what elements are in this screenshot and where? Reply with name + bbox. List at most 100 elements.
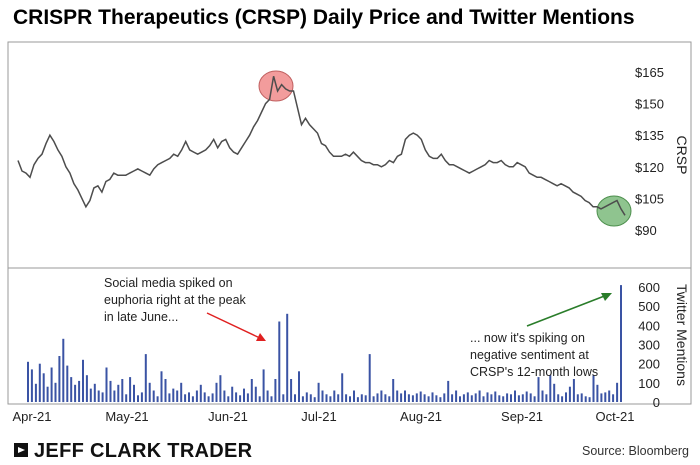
x-axis-tick-label: Jun-21 <box>208 409 248 424</box>
mention-bar <box>545 394 548 402</box>
arrow-peak-line <box>206 312 263 340</box>
price-tick-label: $135 <box>635 128 664 143</box>
mention-bar <box>219 375 222 402</box>
mention-bar <box>557 394 560 402</box>
mention-bar <box>482 396 485 403</box>
mention-bar <box>140 392 143 402</box>
price-panel-border <box>7 41 692 269</box>
mention-bar <box>58 356 61 402</box>
mention-bar <box>510 394 512 402</box>
mention-bar <box>353 390 355 402</box>
mention-bar <box>329 396 332 403</box>
mention-bar <box>62 338 65 403</box>
mention-bar <box>604 392 607 402</box>
mention-bar <box>380 390 383 402</box>
mention-bar <box>235 392 238 402</box>
mention-bar <box>620 285 622 402</box>
mention-bar <box>184 394 187 402</box>
mention-bar <box>78 380 81 402</box>
mention-bar <box>572 379 575 402</box>
mention-bar <box>282 394 285 402</box>
mention-bar <box>203 392 206 402</box>
mention-bar <box>345 394 348 402</box>
mention-bar <box>568 386 571 402</box>
mention-bar <box>392 379 395 402</box>
low-annotation-line: CRSP's 12-month lows <box>470 365 599 379</box>
mention-bar <box>70 377 73 402</box>
mentions-panel-border <box>7 267 692 405</box>
mention-bar <box>565 392 567 402</box>
mention-bar <box>215 382 218 402</box>
mention-bar <box>580 393 583 402</box>
price-tick-label: $150 <box>635 97 664 112</box>
peak-annotation-line: Social media spiked on <box>104 276 233 290</box>
mention-bar <box>188 392 190 402</box>
mentions-axis-label: Twitter Mentions <box>674 284 690 386</box>
mention-bar <box>325 394 328 402</box>
mentions-tick-label: 200 <box>638 357 660 372</box>
low-annotation-line: negative sentiment at <box>470 348 589 362</box>
x-axis-tick-label: Jul-21 <box>301 409 336 424</box>
brand: JEFF CLARK TRADER <box>14 440 252 463</box>
mention-bar <box>600 393 603 402</box>
mention-bar <box>246 393 249 402</box>
mention-bar <box>313 397 316 402</box>
mentions-tick-label: 0 <box>653 395 660 410</box>
mention-bar <box>164 379 167 402</box>
mention-bar <box>85 375 88 402</box>
source-note: Source: Bloomberg <box>581 444 689 458</box>
mention-bar <box>152 390 155 402</box>
mention-bar <box>349 396 351 403</box>
price-tick-label: $120 <box>635 160 664 175</box>
mention-bar <box>262 369 265 402</box>
mention-bar <box>549 375 552 402</box>
mention-bar <box>447 380 450 402</box>
mention-bar <box>34 383 37 402</box>
mention-bar <box>384 394 387 402</box>
mention-bar <box>231 386 234 402</box>
price-axis-label: CRSP <box>674 136 690 175</box>
mention-bar <box>423 394 426 402</box>
mention-bar <box>529 393 532 402</box>
arrow-low-line <box>526 294 608 327</box>
price-tick-label: $90 <box>635 223 657 238</box>
mention-bar <box>506 393 509 402</box>
mention-bar <box>368 354 371 402</box>
low-annotation-line: ... now it's spiking on <box>470 331 585 345</box>
mention-bar <box>596 384 599 403</box>
mention-bar <box>525 391 528 402</box>
mention-bar <box>462 394 465 402</box>
arrow-peak-head <box>256 333 266 341</box>
price-tick-label: $165 <box>635 65 664 80</box>
mention-bar <box>443 393 446 402</box>
price-line-group <box>17 76 626 216</box>
mention-bar <box>254 386 257 402</box>
mention-bar <box>270 396 273 403</box>
mention-bar <box>250 379 253 402</box>
brand-logo-icon <box>14 443 28 457</box>
mention-bar <box>317 382 320 402</box>
mention-bar <box>474 393 477 402</box>
mention-bar <box>470 395 473 402</box>
mention-bar <box>588 397 591 402</box>
mention-bar <box>459 396 461 403</box>
mention-bar <box>537 377 540 402</box>
mention-bar <box>415 393 418 402</box>
mention-bar <box>592 375 595 402</box>
mention-bar <box>199 384 202 403</box>
mention-bar <box>82 359 84 402</box>
mention-bar <box>89 388 92 402</box>
mention-bar <box>364 395 367 402</box>
mentions-tick-label: 600 <box>638 280 660 295</box>
mention-bar <box>93 383 96 402</box>
mention-bar <box>533 396 536 403</box>
mention-bar <box>498 395 501 402</box>
mention-bar <box>176 390 179 402</box>
mention-bar <box>490 394 493 402</box>
chart-title: CRISPR Therapeutics (CRSP) Daily Price a… <box>13 6 635 29</box>
mentions-tick-label: 100 <box>638 376 660 391</box>
mention-bar <box>451 394 454 402</box>
mention-bar <box>121 379 124 402</box>
mention-bar <box>337 394 340 402</box>
mention-bar <box>191 396 194 403</box>
